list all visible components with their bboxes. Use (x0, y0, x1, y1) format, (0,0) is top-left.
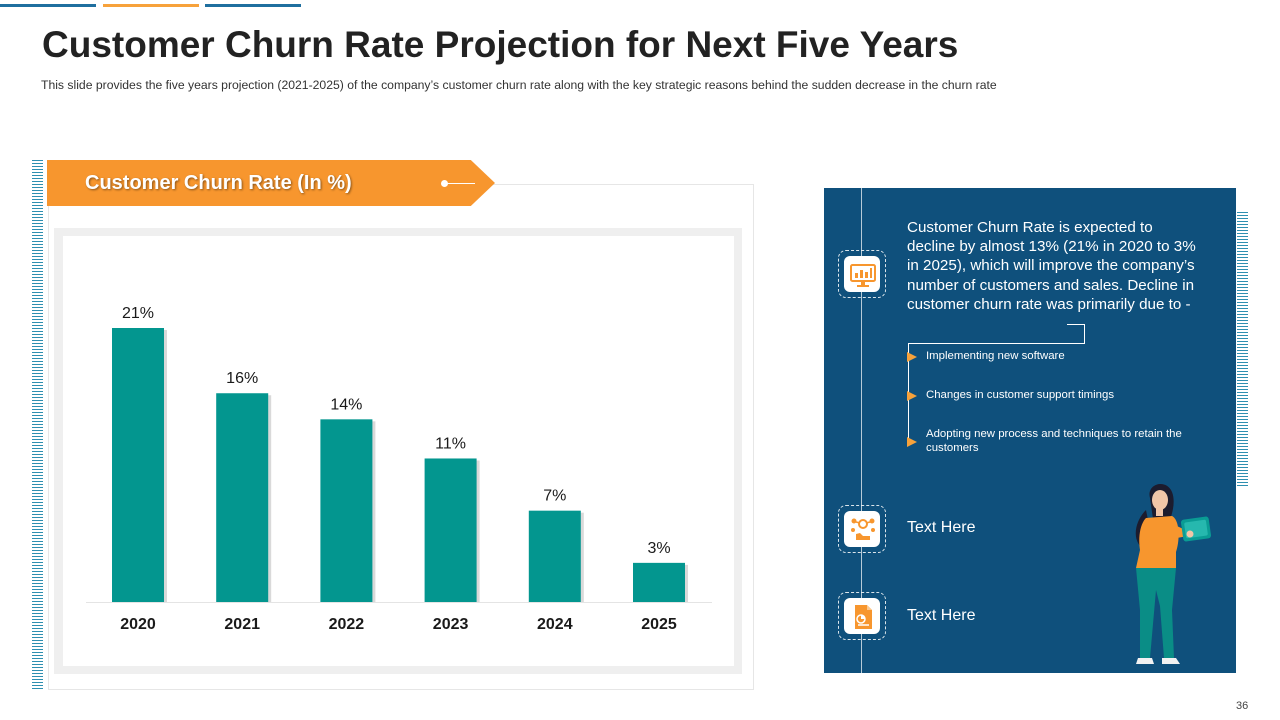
monitor-chart-icon (838, 250, 886, 298)
page-subtitle: This slide provides the five years proje… (41, 78, 997, 92)
chart-plot-area (63, 236, 734, 666)
bullet-arrow-icon (907, 437, 917, 447)
panel-description: Customer Churn Rate is expected to decli… (907, 219, 1196, 313)
bar-2024 (528, 510, 581, 602)
top-accent-line-orange (103, 4, 199, 7)
bar-2025 (633, 562, 685, 602)
bullet-arrow-icon (907, 391, 917, 401)
banner-line (447, 183, 475, 184)
hand-network-icon (838, 505, 886, 553)
placeholder-text-1: Text Here (907, 519, 976, 536)
bullet-item: Changes in customer support timings (926, 389, 1115, 401)
bar-2022 (320, 419, 373, 602)
bar-2020 (112, 328, 164, 602)
woman-with-tablet-illustration (1135, 484, 1212, 664)
data-label-2021: 16% (226, 370, 258, 387)
document-chart-icon (838, 592, 886, 640)
x-tick-label-2021: 2021 (224, 616, 260, 633)
data-label-2024: 7% (543, 488, 566, 505)
panel-timeline-line (861, 188, 862, 673)
top-accent-line-blue (0, 4, 96, 7)
bar-chart: 21% 2020 16% 2021 14% 2022 11% 2023 7% 2024 3% 2025 (86, 305, 712, 633)
connector-line-bottom (908, 343, 1085, 344)
x-tick-label-2024: 2024 (537, 616, 573, 633)
data-label-2022: 14% (330, 396, 362, 413)
data-label-2025: 3% (647, 540, 670, 557)
connector-line (1067, 324, 1085, 325)
data-label-2020: 21% (122, 305, 154, 322)
data-label-2023: 11% (435, 435, 466, 452)
bullet-item: Adopting new process and techniques to r… (926, 428, 1182, 454)
top-accent-line-blue-2 (205, 4, 301, 7)
x-tick-label-2020: 2020 (120, 616, 156, 633)
placeholder-text-2: Text Here (907, 607, 976, 624)
x-tick-label-2025: 2025 (641, 616, 677, 633)
bar-2021 (216, 393, 269, 602)
banner-dot (441, 180, 448, 187)
chart-title: Customer Churn Rate (In %) (85, 172, 352, 194)
chart-title-banner (47, 160, 495, 206)
page-number: 36 (1236, 700, 1249, 712)
decorative-stripes-left (32, 160, 43, 690)
bullet-item: Implementing new software (926, 350, 1065, 362)
connector-line-vertical (1084, 324, 1085, 344)
page-title: Customer Churn Rate Projection for Next … (42, 24, 959, 65)
bar-2023 (424, 458, 477, 602)
decorative-stripes-right (1237, 212, 1248, 487)
x-tick-label-2023: 2023 (433, 616, 469, 633)
bullet-arrow-icon (907, 352, 917, 362)
x-tick-label-2022: 2022 (329, 616, 365, 633)
